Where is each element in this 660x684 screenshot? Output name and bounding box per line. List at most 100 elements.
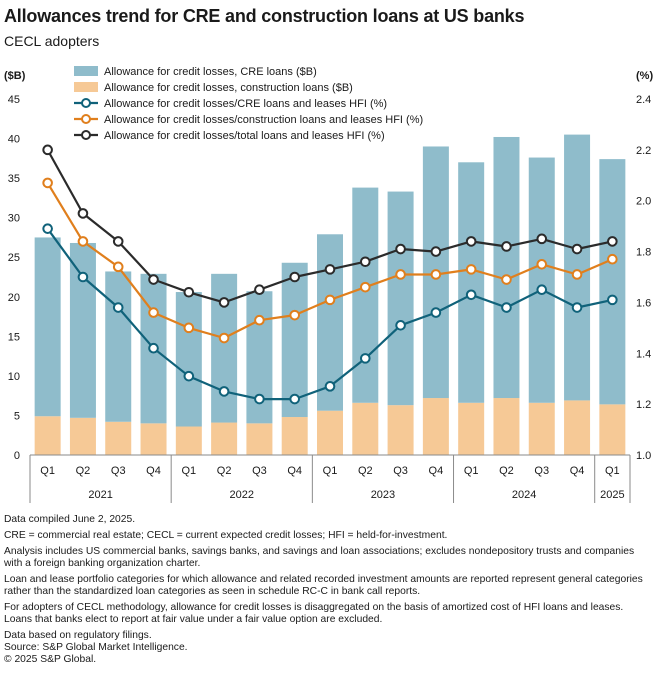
- chart-legend: Allowance for credit losses, CRE loans (…: [74, 66, 423, 142]
- cre-ratio-point: [112, 302, 124, 313]
- category-tick-label: Q3: [252, 465, 267, 477]
- legend-marker: [81, 130, 91, 140]
- total-ratio-point: [359, 256, 371, 268]
- right-tick-label: 1.2: [636, 399, 651, 411]
- construction-ratio-point: [607, 253, 618, 265]
- construction-ratio-point: [324, 294, 336, 306]
- total-ratio-point: [289, 271, 301, 283]
- cre-ratio-point: [324, 381, 336, 392]
- cre-bar: [387, 191, 414, 406]
- construction-ratio-point: [395, 269, 406, 280]
- category-tick-label: Q3: [534, 465, 549, 477]
- total-ratio-point: [571, 243, 583, 255]
- cre-ratio-point: [501, 302, 512, 313]
- construction-ratio-point: [218, 332, 230, 344]
- construction-bar: [69, 417, 96, 455]
- left-tick-label: 5: [14, 410, 20, 422]
- left-tick-label: 10: [8, 371, 20, 383]
- construction-ratio-point: [183, 322, 195, 334]
- category-tick-label: Q4: [429, 465, 444, 477]
- cre-ratio-point: [254, 393, 265, 405]
- right-tick-label: 2.4: [636, 94, 651, 106]
- category-tick-label: Q4: [146, 465, 161, 477]
- category-tick-label: Q1: [181, 465, 196, 477]
- construction-ratio-point: [465, 264, 477, 275]
- construction-ratio-point: [536, 258, 548, 270]
- legend-label: Allowance for credit losses, constructio…: [104, 82, 353, 94]
- category-tick-label: Q2: [217, 465, 232, 477]
- right-tick-label: 2.2: [636, 145, 651, 157]
- construction-bar: [317, 410, 343, 455]
- cre-bar: [528, 157, 555, 403]
- category-tick-label: Q1: [605, 465, 620, 477]
- cre-ratio-point: [77, 271, 89, 283]
- footnote-filings: Data based on regulatory filings.: [4, 630, 152, 641]
- category-tick-label: Q1: [323, 465, 338, 477]
- category-tick-label: Q3: [393, 465, 408, 477]
- construction-ratio-point: [430, 269, 442, 280]
- total-ratio-point: [254, 284, 265, 296]
- category-tick-label: Q2: [499, 465, 514, 477]
- footnote-scope: Analysis includes US commercial banks, s…: [4, 546, 635, 569]
- left-tick-label: 25: [8, 252, 20, 264]
- right-tick-label: 1.8: [636, 247, 651, 259]
- cre-bar: [599, 159, 626, 405]
- year-label: 2025: [600, 489, 624, 501]
- total-ratio-point: [465, 236, 477, 247]
- category-tick-label: Q2: [358, 465, 373, 477]
- chart-subtitle: CECL adopters: [4, 33, 100, 49]
- construction-bar: [458, 402, 485, 455]
- cre-ratio-point: [430, 307, 442, 318]
- construction-ratio-point: [42, 177, 53, 189]
- cre-bar: [34, 237, 61, 417]
- construction-bar: [564, 400, 591, 455]
- legend-label: Allowance for credit losses/total loans …: [104, 130, 385, 142]
- footnote-methodology: For adopters of CECL methodology, allowa…: [4, 602, 624, 625]
- cre-bar: [564, 134, 591, 401]
- total-ratio-point: [218, 297, 230, 308]
- cre-ratio-point: [289, 393, 301, 405]
- construction-ratio-point: [112, 261, 124, 273]
- footnote-categories: Loan and lease portfolio categories for …: [4, 574, 643, 597]
- cre-ratio-point: [571, 302, 583, 313]
- footnote-source: Source: S&P Global Market Intelligence.: [4, 642, 188, 653]
- construction-bar: [352, 402, 379, 455]
- category-tick-label: Q3: [111, 465, 126, 477]
- lines-layer: [42, 144, 618, 405]
- right-tick-label: 2.0: [636, 196, 651, 208]
- cre-bar: [105, 271, 132, 422]
- cre-bar: [175, 292, 202, 427]
- cre-bar: [281, 262, 308, 418]
- legend-marker: [81, 114, 91, 124]
- left-axis-label: ($B): [4, 70, 26, 82]
- legend-swatch: [74, 82, 98, 92]
- construction-ratio-point: [571, 269, 583, 280]
- right-tick-label: 1.0: [636, 450, 651, 462]
- total-ratio-point: [395, 243, 406, 255]
- construction-bar: [246, 423, 273, 455]
- left-tick-label: 45: [8, 94, 20, 106]
- construction-bar: [528, 402, 555, 455]
- footnotes: Data compiled June 2, 2025. CRE = commer…: [4, 514, 654, 666]
- year-label: 2024: [512, 489, 536, 501]
- total-ratio-point: [42, 144, 53, 156]
- cre-ratio-point: [42, 223, 53, 234]
- construction-ratio-point: [148, 307, 159, 318]
- total-ratio-point: [607, 236, 618, 247]
- right-tick-label: 1.6: [636, 297, 651, 309]
- cre-ratio-point: [148, 342, 159, 354]
- total-ratio-point: [430, 246, 442, 257]
- construction-ratio-point: [359, 281, 371, 293]
- category-tick-label: Q2: [76, 465, 91, 477]
- legend-label: Allowance for credit losses/CRE loans an…: [104, 98, 387, 110]
- bars-layer: [34, 134, 626, 455]
- construction-ratio-point: [289, 309, 301, 321]
- axis-layer: 0510152025303540451.01.21.41.61.82.02.22…: [8, 94, 651, 503]
- construction-ratio-point: [254, 314, 265, 326]
- cre-bar: [211, 273, 238, 423]
- category-tick-label: Q4: [570, 465, 585, 477]
- year-label: 2022: [230, 489, 254, 501]
- left-tick-label: 15: [8, 331, 20, 343]
- cre-bar: [493, 136, 520, 399]
